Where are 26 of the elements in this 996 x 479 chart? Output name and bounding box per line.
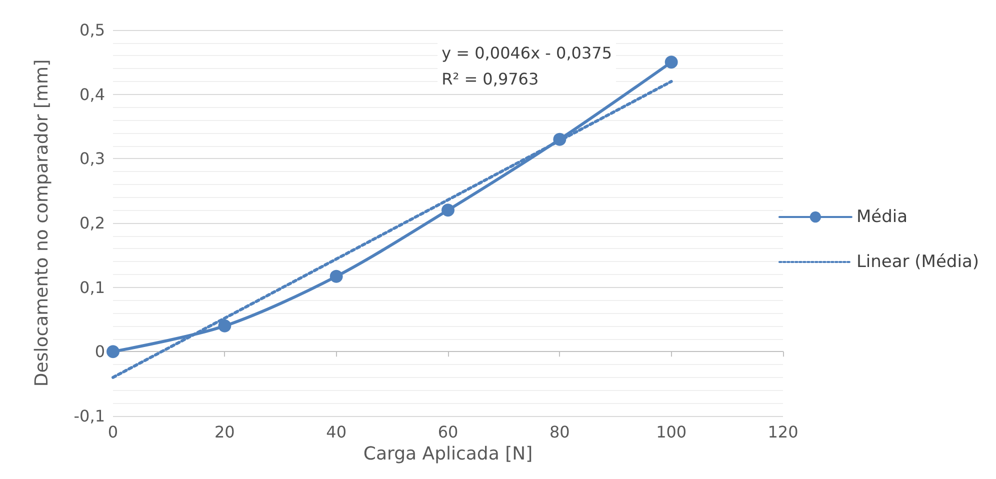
x-tick-label: 120 <box>768 422 798 442</box>
y-axis-title: Deslocamento no comparador [mm] <box>32 59 52 387</box>
y-tick-label: -0,1 <box>74 406 105 426</box>
y-tick-label: 0,4 <box>80 84 105 104</box>
x-tick-label: 100 <box>656 422 687 442</box>
point <box>218 319 232 332</box>
y-tick-label: 0,3 <box>80 149 105 168</box>
legend-label: Média <box>856 207 908 227</box>
x-axis-title: Carga Aplicada [N] <box>363 443 533 464</box>
point <box>330 270 343 283</box>
point <box>106 345 120 358</box>
x-tick-label: 60 <box>438 422 458 442</box>
x-tick-label: 20 <box>214 422 235 442</box>
x-tick-label: 80 <box>549 422 570 442</box>
y-tick-label: 0,5 <box>80 20 105 40</box>
annotation: y = 0,0046x - 0,0375 <box>442 44 612 62</box>
x-tick-label: 0 <box>108 422 118 442</box>
annotation: R² = 0,9763 <box>442 70 539 88</box>
y-tick-label: 0,2 <box>80 214 105 232</box>
y-tick-label: 0 <box>94 342 105 362</box>
point <box>553 132 566 146</box>
y-tick-label: 0,1 <box>80 278 105 297</box>
point <box>664 56 678 69</box>
point <box>442 204 454 217</box>
x-tick-label: 40 <box>326 422 347 442</box>
legend-label: Linear (Média) <box>856 252 979 272</box>
